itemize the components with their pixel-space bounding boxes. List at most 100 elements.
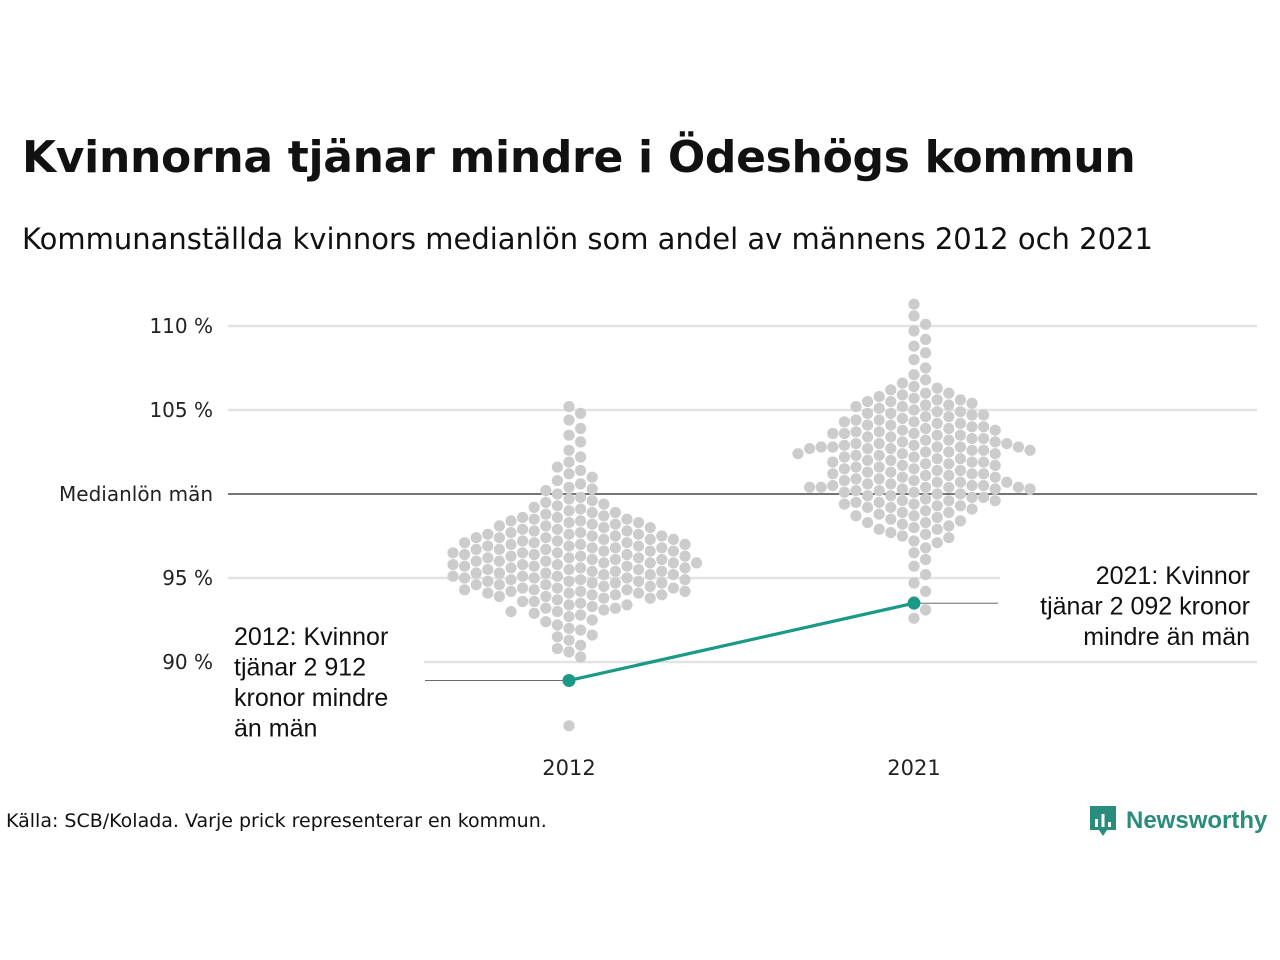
municipality-dot (586, 495, 598, 507)
municipality-dot (586, 614, 598, 626)
highlight-point-2021 (907, 596, 921, 610)
municipality-dot (505, 527, 517, 539)
municipality-dot (598, 522, 610, 534)
municipality-dot (943, 446, 955, 458)
municipality-dot (679, 538, 691, 551)
municipality-dot (493, 567, 505, 579)
annotation-2012-line: kronor mindre (234, 684, 388, 712)
municipality-dot (954, 500, 967, 512)
municipality-dot (586, 553, 598, 566)
municipality-dot (621, 548, 633, 561)
municipality-dot (644, 580, 656, 593)
municipality-dot (493, 555, 505, 567)
municipality-dot (609, 602, 622, 614)
municipality-dot (804, 443, 816, 455)
municipality-dot (575, 407, 587, 419)
municipality-dot (482, 528, 494, 540)
municipality-dot (873, 438, 885, 450)
municipality-dot (908, 510, 920, 522)
municipality-dot (896, 530, 909, 542)
municipality-dot (850, 449, 862, 461)
municipality-dot (862, 490, 874, 502)
municipality-dot (954, 417, 967, 429)
municipality-dot (920, 517, 932, 529)
municipality-dot (551, 582, 564, 594)
chart-title: Kvinnorna tjänar mindre i Ödeshögs kommu… (22, 132, 1136, 183)
municipality-dot (954, 488, 967, 500)
municipality-dot (493, 543, 505, 556)
municipality-dot (540, 508, 552, 520)
municipality-dot (838, 475, 851, 487)
municipality-dot (563, 634, 575, 646)
municipality-dot (920, 333, 932, 345)
municipality-dot (505, 515, 517, 527)
municipality-dot (989, 495, 1001, 507)
municipality-dot (850, 414, 862, 426)
municipality-dot (609, 589, 622, 601)
municipality-dot (563, 646, 575, 658)
municipality-dot (873, 496, 885, 508)
municipality-dot (931, 537, 943, 549)
municipality-dot (633, 552, 645, 564)
municipality-dot (563, 517, 575, 529)
municipality-dot (621, 572, 633, 584)
municipality-dot (908, 404, 920, 416)
municipality-dot (540, 579, 552, 591)
municipality-dot (575, 597, 587, 609)
municipality-dot (621, 513, 633, 525)
municipality-dot (931, 500, 943, 512)
municipality-dot (540, 485, 552, 497)
municipality-dot (920, 604, 932, 616)
municipality-dot (838, 451, 851, 463)
municipality-dot (551, 535, 564, 547)
municipality-dot (920, 411, 932, 423)
municipality-dot (896, 459, 909, 471)
municipality-dot (873, 461, 885, 473)
municipality-dot (885, 501, 897, 513)
municipality-dot (563, 505, 575, 517)
municipality-dot (850, 485, 862, 497)
municipality-dot (517, 595, 529, 608)
municipality-dot (827, 468, 839, 480)
municipality-dot (920, 585, 932, 598)
municipality-dot (644, 557, 656, 569)
municipality-dot (931, 488, 943, 500)
municipality-dot (896, 412, 909, 424)
municipality-dot (575, 574, 587, 586)
municipality-dot (1012, 441, 1024, 453)
municipality-dot (633, 540, 645, 552)
municipality-dot (827, 427, 839, 440)
municipality-dot (586, 518, 598, 530)
y-tick-label: 110 % (149, 314, 213, 338)
municipality-dot (563, 720, 575, 732)
municipality-dot (873, 414, 885, 426)
highlight-point-2012 (562, 673, 576, 687)
municipality-dot (838, 427, 851, 440)
municipality-dot (850, 461, 862, 473)
municipality-dot (954, 406, 967, 418)
municipality-dot (943, 387, 955, 399)
municipality-dot (908, 354, 920, 366)
municipality-dot (551, 594, 564, 606)
municipality-dot (896, 471, 909, 483)
municipality-dot (563, 401, 575, 413)
municipality-dot (667, 533, 680, 546)
y-tick-label: Medianlön män (59, 482, 213, 506)
municipality-dot (908, 475, 920, 487)
municipality-dot (862, 454, 874, 466)
municipality-dot (644, 522, 656, 534)
municipality-dot (482, 540, 494, 552)
municipality-dot (896, 401, 909, 413)
municipality-dot (598, 498, 610, 510)
municipality-dot (563, 622, 575, 635)
municipality-dot (931, 453, 943, 465)
municipality-dot (954, 394, 967, 406)
municipality-dot (943, 469, 955, 482)
municipality-dot (827, 480, 839, 492)
municipality-dot (493, 520, 505, 532)
municipality-dot (896, 518, 909, 530)
municipality-dot (908, 451, 920, 463)
municipality-dot (563, 552, 575, 564)
municipality-dot (540, 543, 552, 556)
